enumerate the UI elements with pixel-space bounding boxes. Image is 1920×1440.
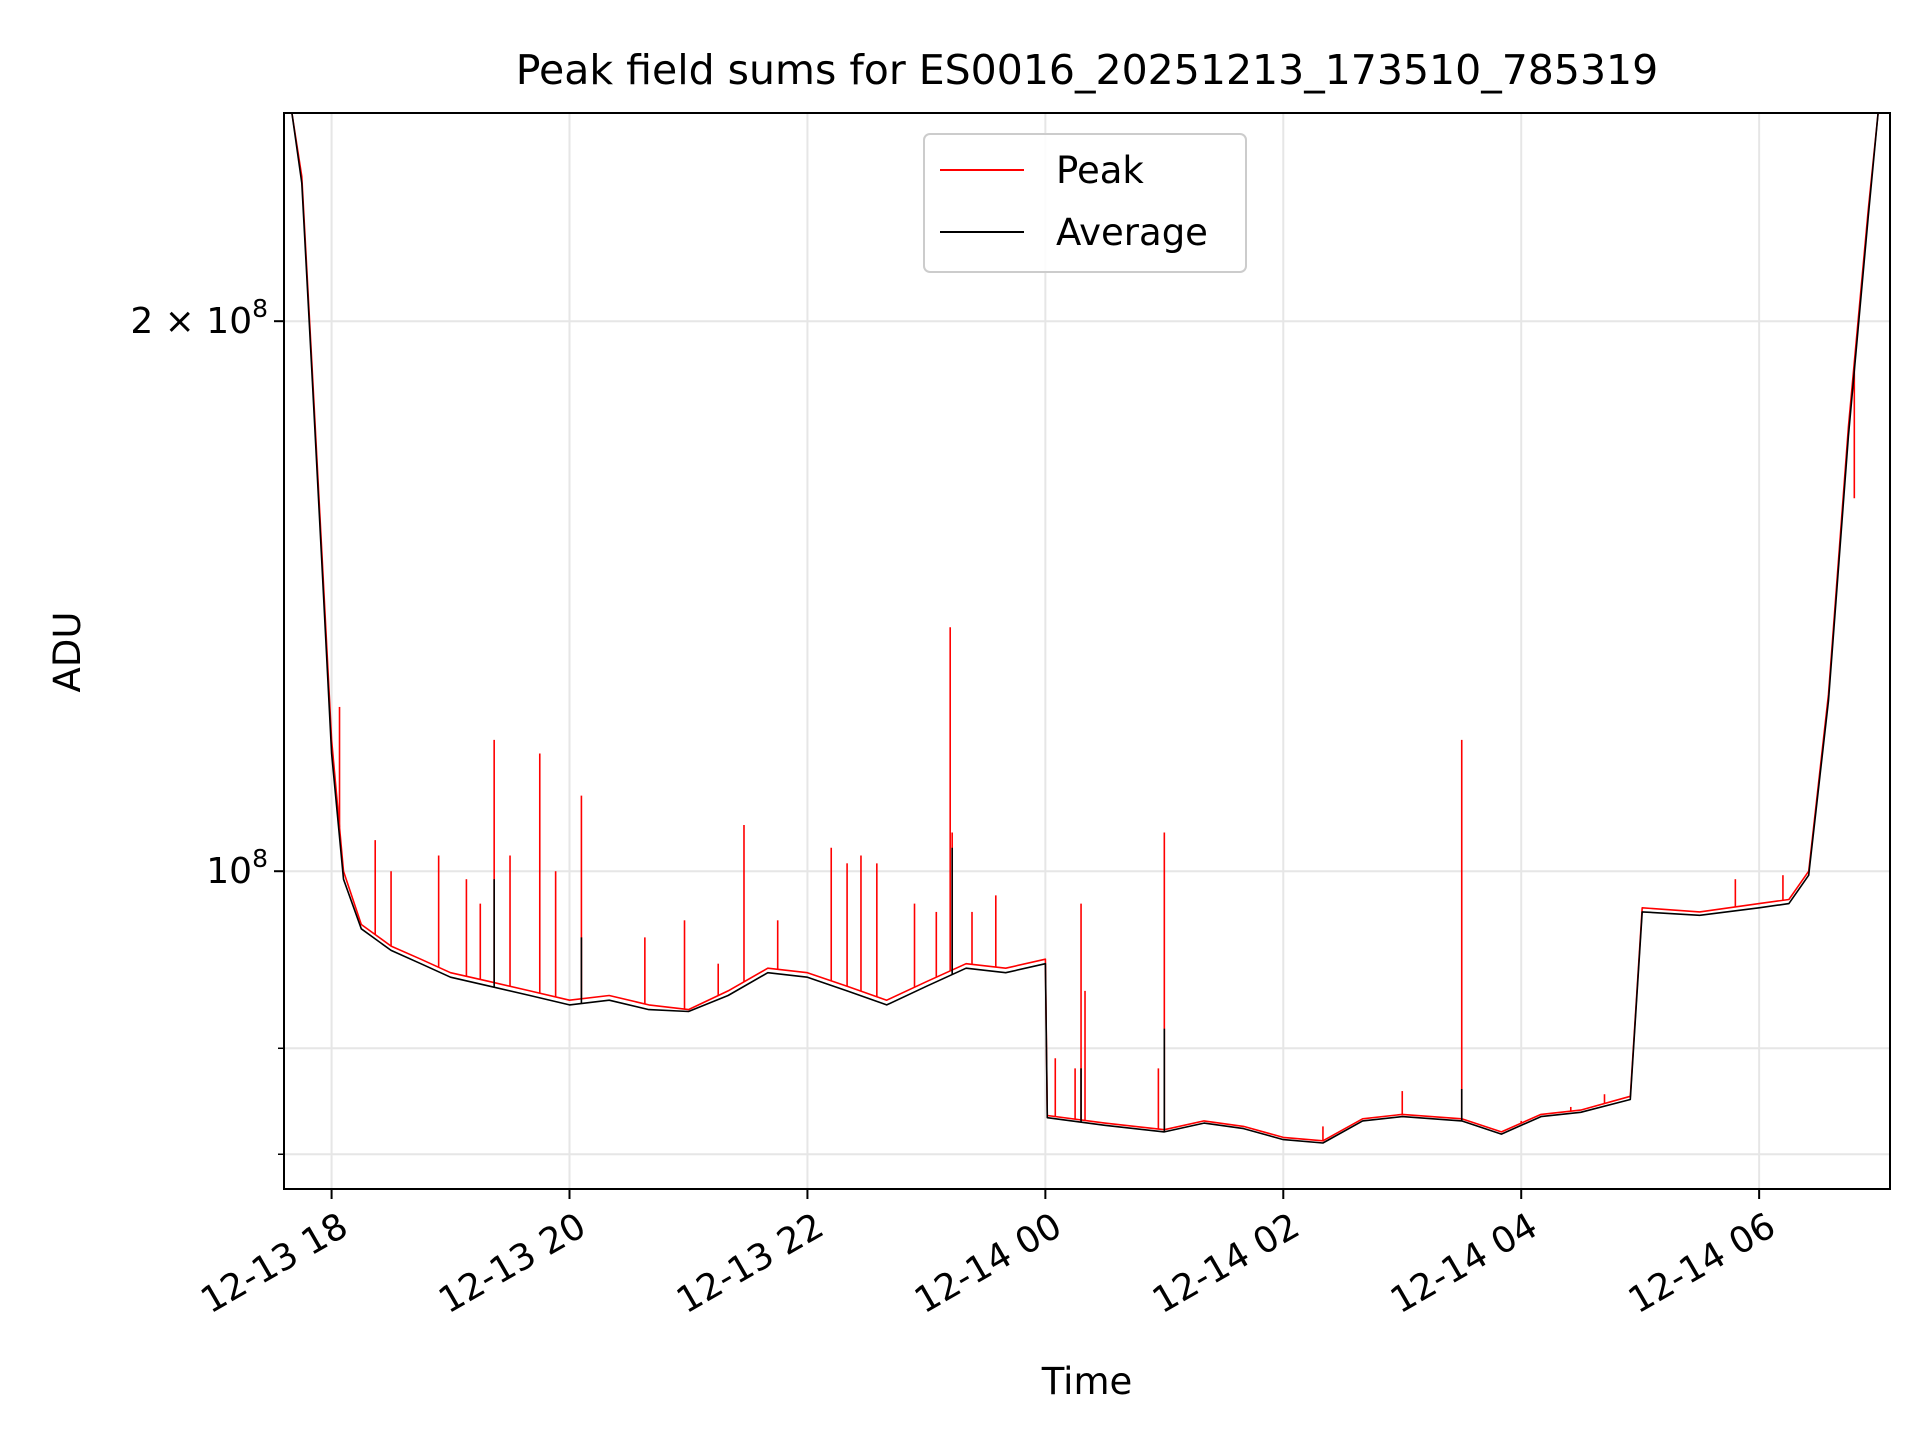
series-line-peak <box>291 112 1879 1142</box>
y-axis: 2 × 108 108 <box>130 294 284 1155</box>
plot-lines <box>291 112 1879 1144</box>
x-tick-label-6: 12-14 06 <box>1622 1205 1783 1321</box>
y-tick-label-1: 108 <box>206 844 268 892</box>
legend: Peak Average <box>923 133 1247 273</box>
x-tick-label-2: 12-13 22 <box>670 1205 831 1321</box>
x-tick-label-3: 12-14 00 <box>908 1205 1069 1321</box>
x-tick-label-5: 12-14 04 <box>1384 1205 1545 1321</box>
x-axis: 12-13 18 12-13 20 12-13 22 12-14 00 12-14 02… <box>194 1189 1782 1322</box>
plot-frame <box>283 112 1891 1190</box>
x-tick-label-1: 12-13 20 <box>432 1205 593 1321</box>
y-tick-label-0: 2 × 108 <box>130 294 268 342</box>
grid <box>284 113 1890 1189</box>
chart-title: Peak field sums for ES0016_20251213_1735… <box>516 46 1658 94</box>
legend-label-peak: Peak <box>1056 149 1144 192</box>
legend-box <box>923 133 1247 273</box>
x-tick-label-0: 12-13 18 <box>194 1205 355 1321</box>
x-tick-label-4: 12-14 02 <box>1146 1205 1307 1321</box>
legend-label-average: Average <box>1056 211 1208 254</box>
y-axis-label: ADU <box>46 612 89 693</box>
series-line-average <box>291 112 1879 1144</box>
x-axis-label: Time <box>1041 1360 1133 1403</box>
